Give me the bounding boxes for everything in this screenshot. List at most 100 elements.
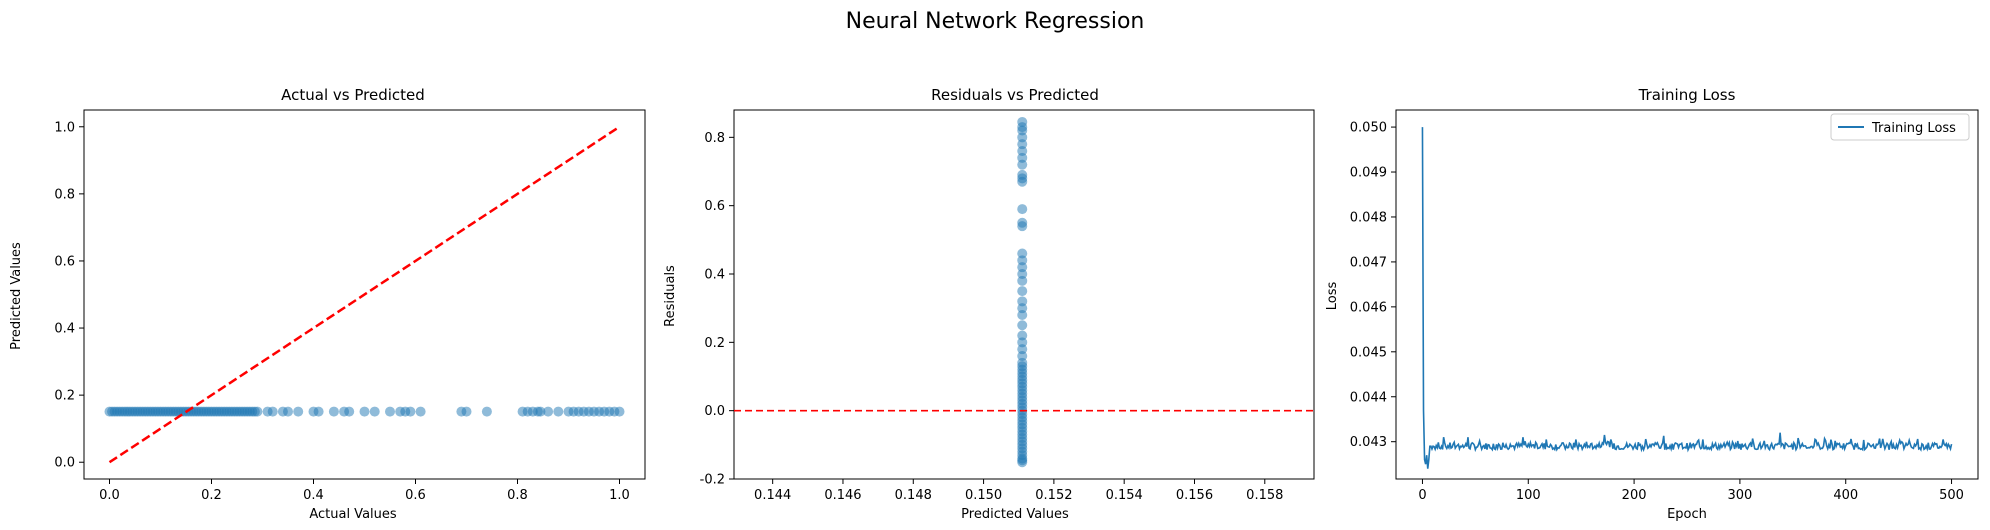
x-tick-label: 0: [1418, 488, 1426, 503]
data-point: [1017, 337, 1028, 348]
x-tick-label: 0.152: [1035, 488, 1072, 503]
x-tick-label: 0.144: [754, 488, 791, 503]
x-axis-label: Epoch: [1667, 507, 1707, 522]
data-point: [415, 406, 426, 417]
data-point: [1017, 262, 1028, 273]
y-tick-label: 0.050: [1350, 121, 1387, 136]
data-point: [267, 406, 278, 417]
plot-area: [1421, 127, 1953, 469]
y-tick-label: 0.2: [54, 389, 75, 404]
data-point: [1017, 217, 1028, 228]
data-point: [1017, 286, 1028, 297]
plot-area: [104, 125, 625, 464]
y-tick-label: 0.8: [704, 131, 725, 146]
y-tick-label: 0.045: [1350, 345, 1387, 360]
legend: Training Loss: [1830, 113, 1970, 141]
x-tick-label: 500: [1939, 488, 1964, 503]
data-point: [369, 406, 380, 417]
data-point: [1017, 159, 1028, 170]
data-point: [1017, 357, 1028, 368]
x-tick-label: 0.6: [405, 488, 426, 503]
y-tick-label: 0.4: [54, 322, 75, 337]
data-point: [481, 406, 492, 417]
y-tick-label: 1.0: [54, 120, 75, 135]
legend-entry: Training Loss: [1871, 121, 1956, 136]
data-point: [535, 406, 546, 417]
data-point: [1017, 269, 1028, 279]
data-point: [543, 406, 554, 417]
x-tick-label: 200: [1622, 488, 1647, 503]
data-point: [1017, 255, 1028, 266]
data-point: [1017, 275, 1028, 286]
x-tick-label: 0.156: [1176, 488, 1213, 503]
data-point: [405, 406, 416, 417]
x-tick-label: 1.0: [609, 488, 630, 503]
panel-title: Residuals vs Predicted: [931, 86, 1099, 104]
y-tick-label: 0.8: [54, 187, 75, 202]
y-axis-label: Loss: [1325, 282, 1340, 311]
data-point: [1017, 303, 1028, 314]
y-tick-label: 0.0: [704, 404, 725, 419]
data-point: [1017, 344, 1028, 355]
data-point: [1017, 296, 1028, 307]
y-axis-label: Predicted Values: [9, 242, 24, 350]
data-point: [1017, 146, 1028, 156]
x-tick-label: 0.2: [201, 488, 222, 503]
data-point: [1017, 139, 1028, 150]
x-tick-label: 0.146: [824, 488, 861, 503]
panel-title: Training Loss: [1638, 86, 1736, 104]
training-loss-panel: Training Loss Epoch Loss Training Loss 0…: [1325, 86, 1979, 522]
data-point: [1017, 248, 1028, 259]
data-point: [283, 406, 293, 417]
data-point: [1017, 152, 1028, 163]
figure-title: Neural Network Regression: [846, 9, 1145, 34]
data-point: [1017, 116, 1028, 127]
y-tick-label: 0.4: [704, 268, 725, 283]
reference-line: [108, 125, 621, 464]
x-tick-label: 0.158: [1246, 488, 1283, 503]
data-point: [385, 406, 395, 417]
data-point: [344, 406, 355, 417]
data-point: [1017, 320, 1028, 331]
data-point: [1017, 351, 1028, 361]
data-point: [1017, 310, 1028, 320]
axes-frame: [1395, 109, 1979, 480]
plot-area: [734, 116, 1314, 468]
axes-frame: [83, 109, 646, 480]
x-tick-label: 0.150: [965, 488, 1002, 503]
y-tick-label: 0.049: [1350, 166, 1387, 181]
actual-vs-predicted-panel: Actual vs Predicted Actual Values Predic…: [9, 86, 646, 522]
x-tick-label: 400: [1833, 488, 1858, 503]
y-tick-label: 0.047: [1350, 255, 1387, 270]
data-point: [461, 406, 472, 417]
x-tick-label: 0.154: [1106, 488, 1143, 503]
x-tick-label: 0.8: [507, 488, 528, 503]
x-tick-label: 300: [1727, 488, 1752, 503]
axes-frame: [733, 109, 1315, 480]
x-axis-label: Predicted Values: [961, 507, 1069, 522]
data-point: [359, 406, 370, 417]
data-point: [313, 406, 324, 417]
y-axis-label: Residuals: [663, 265, 678, 327]
y-tick-label: 0.046: [1350, 300, 1387, 315]
training-loss-line: [1421, 127, 1953, 469]
x-tick-label: 100: [1516, 488, 1541, 503]
x-tick-label: 0.0: [99, 488, 120, 503]
y-tick-label: -0.2: [700, 473, 725, 488]
data-point: [614, 406, 625, 417]
y-tick-label: 0.048: [1350, 210, 1387, 225]
y-tick-label: 0.044: [1350, 390, 1387, 405]
data-point: [1017, 169, 1028, 180]
residuals-vs-predicted-panel: Residuals vs Predicted Predicted Values …: [663, 86, 1315, 522]
y-tick-label: 0.0: [54, 456, 75, 471]
data-point: [252, 406, 263, 417]
data-point: [1017, 132, 1028, 143]
data-point: [553, 406, 564, 417]
y-tick-label: 0.6: [54, 254, 75, 269]
data-point: [293, 406, 304, 417]
legend-box: [1830, 113, 1970, 141]
x-tick-label: 0.4: [303, 488, 324, 503]
y-tick-label: 0.2: [704, 336, 725, 351]
y-tick-label: 0.043: [1350, 435, 1387, 450]
